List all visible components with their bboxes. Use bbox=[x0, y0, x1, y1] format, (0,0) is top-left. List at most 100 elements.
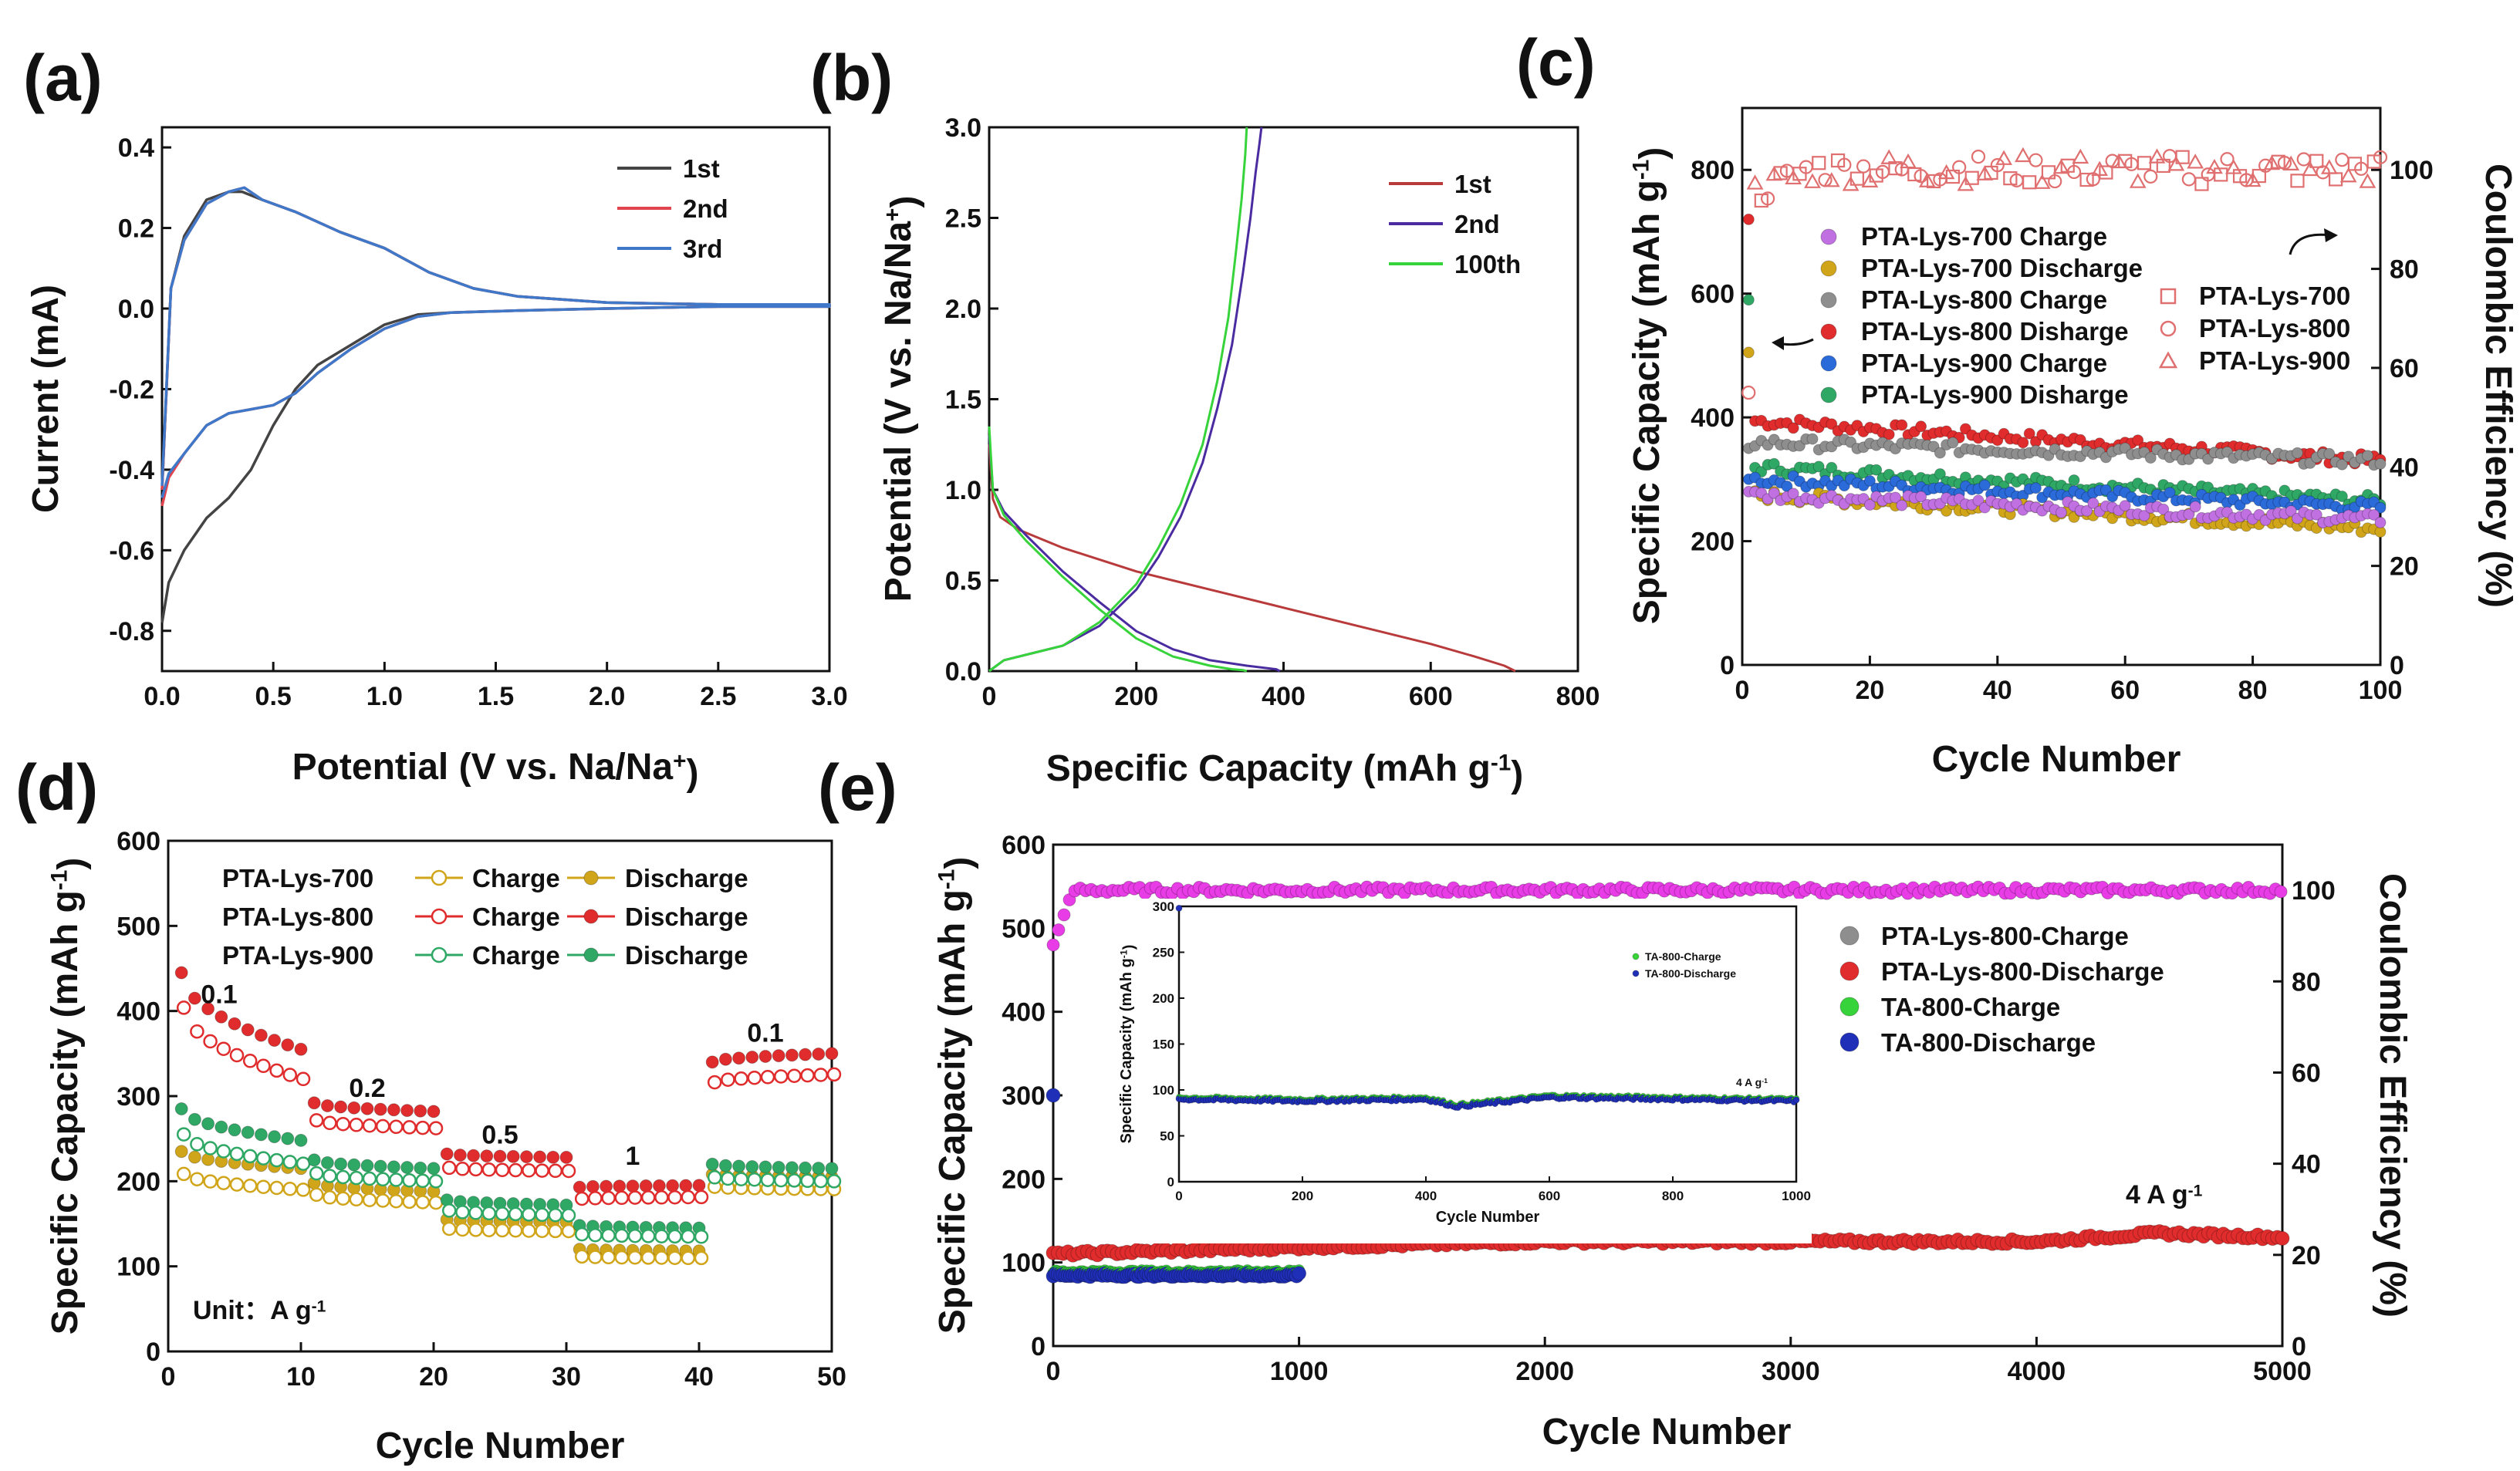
ce-marker-800 bbox=[2373, 150, 2388, 164]
y2-axis-label-c: Coulombic Efficiency (%) bbox=[2478, 164, 2518, 608]
y-tick-label: 500 bbox=[117, 912, 160, 941]
capacity-point bbox=[2068, 474, 2080, 486]
charge-point bbox=[256, 1151, 271, 1166]
inset-legend-marker bbox=[1632, 970, 1640, 977]
legend-marker bbox=[1820, 292, 1837, 309]
ce-point bbox=[1046, 938, 1060, 952]
charge-point bbox=[203, 1141, 218, 1156]
ce-marker-700 bbox=[2214, 167, 2228, 182]
discharge-point bbox=[559, 1150, 573, 1164]
ce-marker-700 bbox=[1754, 193, 1768, 208]
charge-point bbox=[415, 1195, 431, 1210]
charge-point bbox=[667, 1229, 682, 1244]
discharge-point bbox=[174, 966, 188, 980]
charge-point bbox=[375, 1193, 390, 1208]
y-tick-label: 0 bbox=[146, 1338, 160, 1367]
y-axis-label-a: Current (mA) bbox=[25, 285, 66, 513]
charge-point bbox=[296, 1156, 311, 1171]
x-axis-label-a: Potential (V vs. Na/Na+) bbox=[292, 747, 699, 794]
capacity-point bbox=[1768, 487, 1780, 499]
discharge-point bbox=[772, 1160, 785, 1174]
x-tick-label: 60 bbox=[2110, 676, 2140, 705]
capacity-point bbox=[1787, 488, 1799, 500]
y-tick-label: 600 bbox=[1002, 831, 1045, 860]
arrow-head bbox=[2324, 228, 2338, 242]
ce-marker-700 bbox=[1849, 171, 1864, 186]
charge-point bbox=[323, 1190, 337, 1205]
charge-point bbox=[455, 1222, 470, 1237]
inset-y-tick-label: 0 bbox=[1167, 1175, 1174, 1189]
x-tick-label: 2.5 bbox=[700, 682, 736, 711]
x-tick-label: 800 bbox=[1556, 682, 1600, 711]
charge-point bbox=[654, 1190, 669, 1205]
charge-point bbox=[800, 1173, 815, 1189]
charge-point bbox=[627, 1250, 643, 1265]
plot-frame bbox=[1741, 106, 2382, 666]
y-tick-label: 200 bbox=[117, 1167, 160, 1196]
y2-axis-label-e: Coulombic Efficiency (%) bbox=[2372, 873, 2413, 1317]
x-tick-label: 1000 bbox=[1270, 1357, 1329, 1386]
ce-marker-700 bbox=[2156, 158, 2170, 174]
y-tick-label: 2.5 bbox=[945, 204, 981, 234]
ce-marker-900 bbox=[1861, 172, 1879, 187]
discharge-point bbox=[347, 1158, 361, 1172]
y-axis-label-d: Specific Capacity (mAh g-1) bbox=[45, 858, 92, 1335]
discharge-point bbox=[320, 1156, 334, 1169]
legend-marker bbox=[1839, 1032, 1860, 1052]
charge-point bbox=[495, 1223, 510, 1238]
charge-point bbox=[588, 1250, 603, 1264]
legend-marker bbox=[583, 870, 599, 886]
charge-point bbox=[190, 1024, 204, 1039]
ce-marker-900 bbox=[1900, 153, 1917, 169]
capacity-point bbox=[2081, 504, 2093, 517]
plot-d: 0 10 20 30 40 500100200300400500600PTA-Lys-70… bbox=[117, 827, 846, 1392]
legend-marker bbox=[431, 869, 448, 886]
ce-marker-900 bbox=[2263, 154, 2281, 170]
charge-point bbox=[216, 1144, 231, 1159]
panel-label-c: (c) bbox=[1516, 26, 1596, 99]
capacity-point bbox=[2285, 505, 2297, 517]
ce-marker-700 bbox=[1812, 156, 1826, 170]
charge-point bbox=[588, 1227, 603, 1243]
charge-point bbox=[323, 1169, 337, 1183]
legend-sample-PTA-Lys-800: PTA-Lys-800 bbox=[222, 903, 373, 931]
gcd-curve-1st bbox=[988, 444, 1516, 673]
charge-point bbox=[269, 1180, 284, 1196]
y-tick-label: 0.5 bbox=[945, 567, 981, 596]
y-tick-label: 1.0 bbox=[945, 476, 981, 505]
charge-point bbox=[694, 1229, 709, 1244]
charge-point bbox=[176, 1000, 191, 1015]
inset-rate-label: 4 A g-1 bbox=[1736, 1076, 1768, 1088]
charge-point bbox=[309, 1166, 324, 1181]
discharge-point bbox=[320, 1099, 334, 1112]
ce-marker-900 bbox=[1995, 150, 2012, 165]
charge-point bbox=[375, 1172, 390, 1187]
ce-marker-900 bbox=[1785, 169, 1802, 185]
discharge-point bbox=[228, 1123, 242, 1137]
charge-point bbox=[654, 1229, 669, 1243]
x-tick-label: 0 bbox=[982, 682, 997, 711]
cv-curve-2nd bbox=[160, 186, 831, 507]
legend-marker bbox=[583, 947, 599, 963]
y2-tick-label: 100 bbox=[2292, 876, 2336, 906]
discharge-point bbox=[254, 1028, 268, 1042]
discharge-point bbox=[360, 1159, 374, 1172]
charge-point bbox=[508, 1223, 523, 1238]
charge-point bbox=[627, 1190, 643, 1205]
legend-marker bbox=[1820, 260, 1837, 277]
charge-point bbox=[574, 1226, 589, 1242]
x-tick-label: 20 bbox=[1855, 676, 1884, 705]
inset-legend-marker bbox=[1632, 953, 1640, 960]
legend-marker bbox=[1820, 386, 1837, 403]
capacity-point bbox=[2336, 491, 2348, 502]
discharge-point bbox=[652, 1179, 666, 1193]
discharge-point bbox=[586, 1179, 600, 1193]
charge-point bbox=[402, 1172, 417, 1188]
legend-label-PTA-Lys-800: PTA-Lys-800 bbox=[2199, 314, 2350, 342]
y-tick-label: 0.2 bbox=[118, 214, 154, 244]
ce-marker-900 bbox=[2072, 148, 2089, 164]
legend-label-PTA-Lys-800-Discharge: PTA-Lys-800-Discharge bbox=[1881, 957, 2164, 986]
ce-marker-900 bbox=[2302, 160, 2319, 177]
arrow-head bbox=[1772, 336, 1784, 350]
